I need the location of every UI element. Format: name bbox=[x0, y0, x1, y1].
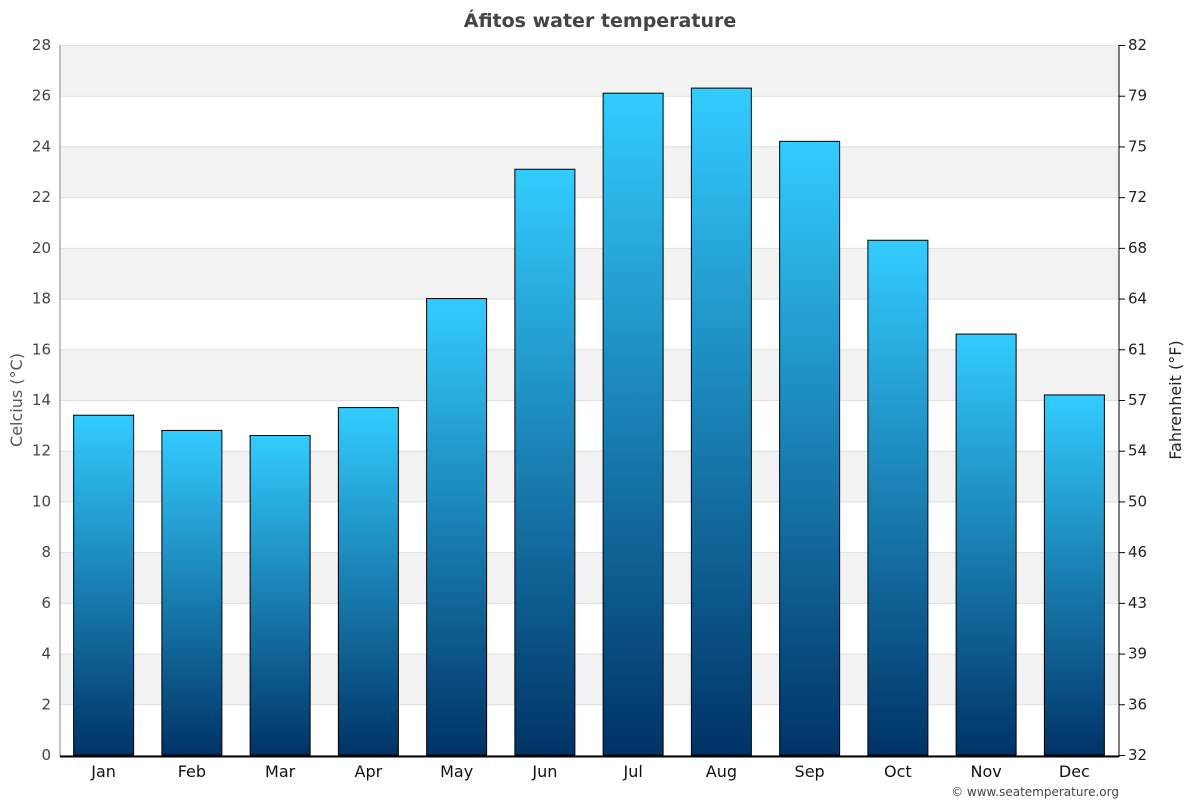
bar-mar bbox=[249, 435, 311, 756]
y-tick-label: 4 bbox=[41, 645, 51, 663]
y-right-tick-label: 64 bbox=[1128, 290, 1147, 308]
x-tick-label: Nov bbox=[971, 762, 1002, 781]
y-tick-label: 22 bbox=[32, 188, 51, 206]
grid-band bbox=[60, 450, 1119, 502]
grid-band bbox=[60, 349, 1119, 400]
grid-band bbox=[60, 45, 1119, 96]
y-right-tick-label: 36 bbox=[1128, 695, 1147, 713]
chart-title: Áfitos water temperature bbox=[464, 9, 737, 32]
y-tick-label: 2 bbox=[41, 695, 51, 713]
y-right-tick-label: 68 bbox=[1128, 239, 1147, 257]
bar-jul bbox=[602, 92, 664, 756]
bar-dec bbox=[1043, 394, 1105, 756]
x-tick-label: Mar bbox=[265, 762, 296, 781]
y-right-tick-label: 82 bbox=[1128, 36, 1147, 54]
bar-feb bbox=[161, 429, 223, 756]
x-tick-label: Sep bbox=[795, 762, 825, 781]
bar-nov bbox=[955, 333, 1017, 756]
y-right-tick-label: 32 bbox=[1128, 746, 1147, 764]
x-tick-label: Dec bbox=[1059, 762, 1090, 781]
y-right-tick-label: 54 bbox=[1128, 442, 1147, 460]
x-tick-label: Jan bbox=[90, 762, 116, 781]
y-tick-label: 28 bbox=[32, 36, 51, 54]
y-right-tick-label: 75 bbox=[1128, 137, 1147, 155]
y-tick-label: 8 bbox=[41, 543, 51, 561]
y-axis-label: Celcius (°C) bbox=[7, 353, 26, 447]
y-tick-label: 24 bbox=[32, 137, 51, 155]
y-tick-label: 20 bbox=[32, 239, 51, 257]
bar-may bbox=[426, 298, 488, 756]
y-right-tick-label: 61 bbox=[1128, 340, 1147, 358]
y-tick-label: 12 bbox=[32, 442, 51, 460]
x-tick-label: Oct bbox=[884, 762, 912, 781]
y-right-tick-label: 57 bbox=[1128, 391, 1147, 409]
grid-band bbox=[60, 653, 1119, 705]
y-tick-label: 10 bbox=[32, 492, 51, 510]
grid-band bbox=[60, 552, 1119, 603]
credit-text: © www.seatemperature.org bbox=[951, 785, 1119, 799]
y-tick-label: 6 bbox=[41, 594, 51, 612]
y-right-tick-label: 43 bbox=[1128, 594, 1147, 612]
y-tick-label: 16 bbox=[32, 340, 51, 358]
y-right-tick-label: 50 bbox=[1128, 492, 1147, 510]
y-tick-label: 14 bbox=[32, 391, 51, 409]
bar-oct bbox=[867, 239, 929, 756]
y-tick-label: 0 bbox=[41, 746, 51, 764]
x-tick-label: Jul bbox=[622, 762, 642, 781]
y-right-tick-label: 46 bbox=[1128, 543, 1147, 561]
bar-sep bbox=[779, 140, 841, 756]
bar-jan bbox=[73, 414, 135, 756]
bar-aug bbox=[690, 87, 752, 756]
bar-apr bbox=[337, 407, 399, 756]
x-tick-label: Jun bbox=[531, 762, 557, 781]
y-right-tick-label: 72 bbox=[1128, 188, 1147, 206]
grid-band bbox=[60, 247, 1119, 299]
grid-band bbox=[60, 146, 1119, 198]
x-tick-label: May bbox=[440, 762, 473, 781]
y-tick-label: 18 bbox=[32, 290, 51, 308]
bar-jun bbox=[514, 168, 576, 756]
y-right-tick-label: 79 bbox=[1128, 87, 1147, 105]
x-tick-label: Feb bbox=[178, 762, 206, 781]
y-tick-label: 26 bbox=[32, 87, 51, 105]
x-tick-label: Aug bbox=[706, 762, 737, 781]
y-right-tick-label: 39 bbox=[1128, 645, 1147, 663]
y-axis-right-label: Fahrenheit (°F) bbox=[1166, 340, 1185, 459]
x-tick-label: Apr bbox=[355, 762, 383, 781]
